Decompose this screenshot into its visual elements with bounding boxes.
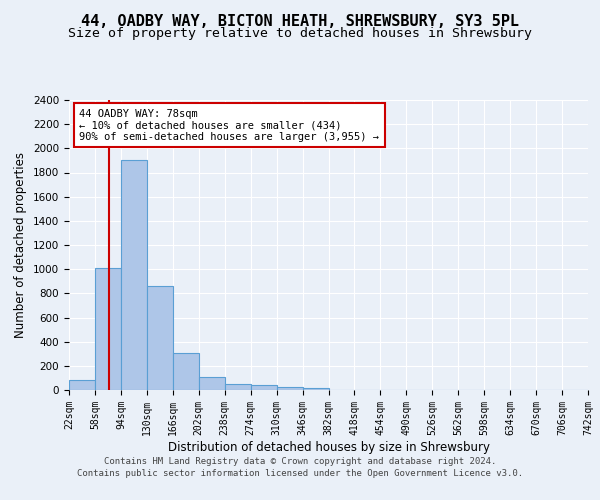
Bar — [147, 286, 173, 390]
Text: Contains public sector information licensed under the Open Government Licence v3: Contains public sector information licen… — [77, 468, 523, 477]
Bar — [69, 380, 95, 390]
Y-axis label: Number of detached properties: Number of detached properties — [14, 152, 28, 338]
Bar — [277, 387, 302, 390]
Bar — [121, 160, 147, 390]
Text: 44 OADBY WAY: 78sqm
← 10% of detached houses are smaller (434)
90% of semi-detac: 44 OADBY WAY: 78sqm ← 10% of detached ho… — [79, 108, 379, 142]
Bar — [251, 385, 277, 390]
X-axis label: Distribution of detached houses by size in Shrewsbury: Distribution of detached houses by size … — [167, 440, 490, 454]
Text: Contains HM Land Registry data © Crown copyright and database right 2024.: Contains HM Land Registry data © Crown c… — [104, 458, 496, 466]
Bar — [95, 268, 121, 390]
Bar — [199, 376, 224, 390]
Text: 44, OADBY WAY, BICTON HEATH, SHREWSBURY, SY3 5PL: 44, OADBY WAY, BICTON HEATH, SHREWSBURY,… — [81, 14, 519, 29]
Bar — [224, 384, 251, 390]
Bar — [302, 388, 329, 390]
Text: Size of property relative to detached houses in Shrewsbury: Size of property relative to detached ho… — [68, 28, 532, 40]
Bar — [173, 352, 199, 390]
